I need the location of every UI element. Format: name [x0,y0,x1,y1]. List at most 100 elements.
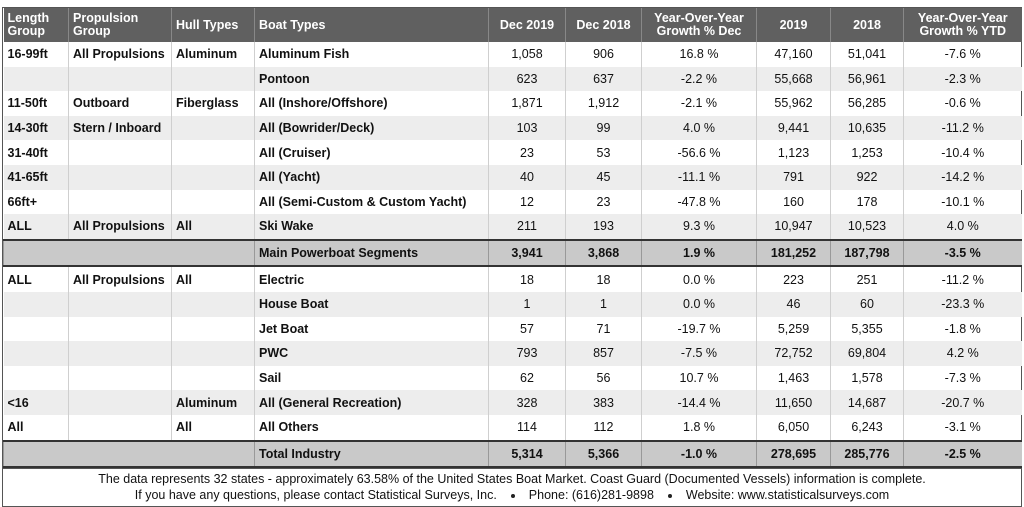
footer-phone: Phone: (616)281-9898 [528,488,654,503]
header-2018: 2018 [830,8,904,42]
cell-hull-type [171,291,255,317]
cell-2018: 56,961 [830,66,904,92]
cell-yoy-growth-ytd: -23.3 % [903,291,1022,317]
cell-yoy-growth-dec: -47.8 % [641,189,757,215]
cell-yoy-growth-dec: 1.8 % [641,414,757,441]
cell-yoy-growth-ytd: -7.3 % [903,365,1022,391]
table-row: House Boat 1 1 0.0 % 46 60 -23.3 % [3,291,1022,317]
total-2019: 278,695 [756,439,831,469]
cell-hull-type [171,316,255,342]
cell-2019: 46 [756,291,831,317]
cell-hull-type [171,365,255,391]
cell-length-group [4,366,69,391]
cell-boat-type: Jet Boat [254,316,489,342]
cell-hull-type: All [171,266,255,292]
cell-length-group: 41-65ft [3,164,69,190]
cell-length-group [3,66,69,92]
cell-dec-2018: 18 [565,266,642,292]
header-propulsion-group: Propulsion Group [68,8,172,42]
cell-propulsion-group: All Propulsions [68,266,172,292]
cell-dec-2019: 211 [488,214,566,240]
total-dec-2019: 3,941 [488,238,566,268]
cell-yoy-growth-ytd: -10.4 % [903,140,1022,165]
cell-2019: 1,123 [756,140,831,165]
total-dec-2019: 5,314 [488,439,566,469]
cell-propulsion-group [68,291,172,317]
cell-yoy-growth-ytd: -10.1 % [903,189,1022,215]
cell-propulsion-group: All Propulsions [68,214,172,240]
table-row: PWC 793 857 -7.5 % 72,752 69,804 4.2 % [3,341,1022,366]
cell-dec-2018: 71 [565,316,642,342]
cell-2018: 922 [830,164,904,190]
total-dec-2018: 3,868 [565,238,642,268]
cell-propulsion-group [68,365,172,391]
cell-dec-2018: 193 [565,214,642,240]
cell-length-group: 14-30ft [3,115,69,141]
cell-dec-2018: 53 [565,140,642,165]
cell-hull-type: Fiberglass [171,91,255,116]
cell-2019: 9,441 [756,115,831,141]
cell-2019: 55,962 [756,91,831,116]
cell-hull-type: Aluminum [171,42,255,67]
cell-hull-type [171,140,255,165]
cell-yoy-growth-dec: -56.6 % [641,140,757,165]
cell-yoy-growth-dec: -7.5 % [641,341,757,366]
cell-2018: 178 [830,189,904,215]
cell-yoy-growth-ytd: 4.0 % [903,214,1022,240]
total-yoy-growth-dec: 1.9 % [641,238,757,268]
cell-length-group [3,341,69,366]
cell-2018: 10,635 [830,115,904,141]
footer-coverage-note: The data represents 32 states - approxim… [98,472,926,487]
table-row: <16 Aluminum All (General Recreation) 328 38… [3,390,1022,415]
cell-hull-type: All [171,414,255,441]
cell-yoy-growth-dec: 10.7 % [641,365,757,391]
cell-length-group: 16-99ft [7,47,48,62]
cell-yoy-growth-ytd: -7.6 % [903,42,1022,67]
cell-dec-2019: 114 [488,414,566,441]
cell-propulsion-group [68,316,172,342]
cell-yoy-growth-ytd: 4.2 % [903,341,1022,366]
cell-yoy-growth-dec: 16.8 % [641,42,757,67]
table-row: 16-99ft All Propulsions Aluminum Aluminum F… [4,42,1022,67]
cell-length-group [3,291,69,317]
cell-2018: 60 [830,291,904,317]
cell-yoy-growth-ytd: -20.7 % [903,390,1022,415]
boat-registration-table-panel: Length Group Propulsion Group Hull Types… [2,7,1022,507]
cell-2018: 56,285 [830,91,904,116]
cell-propulsion-group [68,341,172,366]
header-dec-2019: Dec 2019 [488,8,566,42]
cell-yoy-growth-ytd: -1.8 % [903,316,1022,342]
cell-2018: 5,355 [830,316,904,342]
total-row-spacer [3,238,255,268]
cell-dec-2018: 383 [565,390,642,415]
subtotal-row: Main Powerboat Segments 3,941 3,868 1.9 % 18… [3,238,1022,268]
cell-dec-2018: 56 [565,365,642,391]
cell-yoy-growth-ytd: -11.2 % [903,115,1022,141]
footer-contact: If you have any questions, please contac… [134,488,497,503]
cell-propulsion-group: Stern / Inboard [68,115,172,141]
table-body: 16-99ft All Propulsions Aluminum Aluminum F… [3,42,1022,469]
cell-2019: 72,752 [756,341,831,366]
cell-propulsion-group: All Propulsions [68,42,172,67]
cell-boat-type: All (Cruiser) [254,140,489,165]
cell-boat-type: Pontoon [254,66,489,92]
cell-propulsion-group [68,164,172,190]
cell-dec-2018: 1,912 [565,91,642,116]
table-row: 31-40ft All (Cruiser) 23 53 -56.6 % 1,123 1,25… [4,140,1022,165]
cell-boat-type: Ski Wake [254,214,489,240]
cell-dec-2019: 623 [488,66,566,92]
cell-2019: 11,650 [756,390,831,415]
cell-2019: 47,160 [756,42,831,67]
cell-propulsion-group [68,140,172,165]
cell-2019: 223 [756,266,831,292]
table-row: All All All Others 114 112 1.8 % 6,050 6,243 -3.… [4,414,1022,441]
cell-yoy-growth-dec: 4.0 % [641,115,757,141]
cell-propulsion-group [68,390,172,415]
cell-2018: 251 [830,266,904,292]
cell-2019: 6,050 [756,414,831,441]
cell-length-group: 11-50ft [7,96,48,111]
cell-propulsion-group [68,66,172,92]
header-hull-types: Hull Types [171,8,255,42]
table-row: Jet Boat 57 71 -19.7 % 5,259 5,355 -1.8 % [4,316,1022,342]
cell-length-group: ALL [3,214,69,240]
